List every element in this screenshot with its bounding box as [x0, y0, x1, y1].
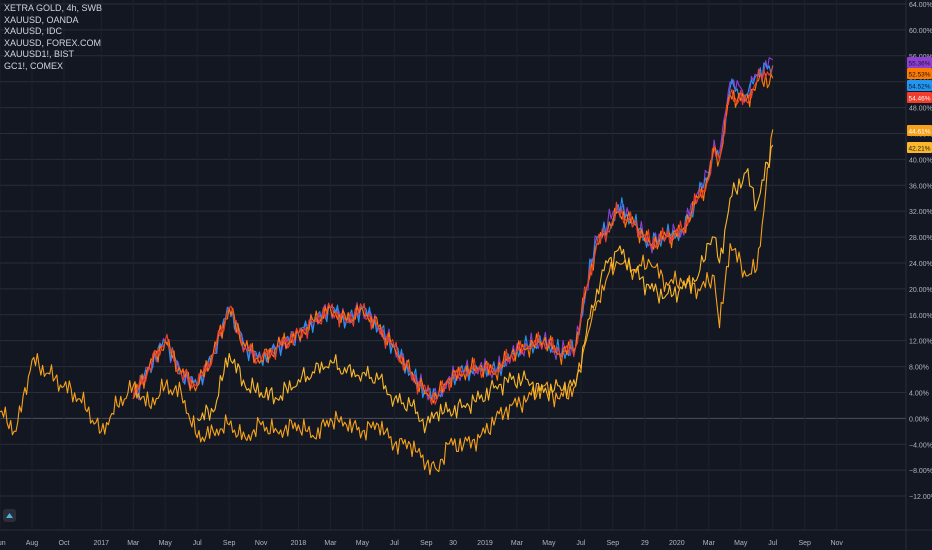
x-tick-label: Jul [193, 540, 202, 547]
x-tick-label: 30 [449, 540, 457, 547]
series-line [0, 129, 774, 476]
chart-series [0, 57, 774, 476]
last-value-label: 55.36% [908, 61, 930, 68]
legend-item[interactable]: XAUUSD, FOREX.COM [4, 37, 102, 48]
last-value-label: 54.46% [908, 96, 930, 103]
x-tick-label: 2018 [291, 540, 307, 547]
x-tick-label: Jul [768, 540, 777, 547]
y-tick-label: 12.00% [909, 339, 932, 346]
last-value-tags: 55.36% 52.53% 54.52% 54.46% 44.61% 42.21% [907, 57, 932, 153]
x-tick-label: May [159, 540, 173, 547]
legend: XETRA GOLD, 4h, SWB XAUUSD, OANDA XAUUSD… [4, 3, 102, 72]
y-tick-label: 36.00% [909, 183, 932, 190]
last-value-label: 44.61% [908, 129, 930, 136]
y-tick-label: 24.00% [909, 261, 932, 268]
series-line [196, 144, 774, 434]
x-tick-label: 2020 [669, 540, 685, 547]
y-tick-label: −12.00% [909, 494, 932, 501]
x-tick-label: 29 [641, 540, 649, 547]
x-tick-label: 2019 [477, 540, 493, 547]
y-tick-label: 16.00% [909, 313, 932, 320]
x-tick-label: Mar [703, 540, 716, 547]
legend-item[interactable]: XAUUSD, IDC [4, 26, 63, 36]
x-tick-label: Aug [26, 540, 39, 547]
x-tick-label: Sep [607, 540, 620, 547]
x-tick-label: Jul [390, 540, 399, 547]
last-value-tag [907, 57, 932, 68]
y-tick-label: −4.00% [909, 442, 932, 449]
x-tick-label: 2017 [93, 540, 109, 547]
y-tick-label: 32.00% [909, 209, 932, 216]
x-tick-label: Mar [511, 540, 524, 547]
x-tick-label: Oct [59, 540, 70, 547]
last-value-label: 54.52% [908, 84, 930, 91]
time-axis: Jun Aug Oct 2017 Mar May Jul Sep Nov 2018 Mar May Ju… [0, 529, 932, 547]
last-value-label: 52.53% [908, 72, 930, 79]
legend-item[interactable]: GC1!, COMEX [4, 60, 64, 71]
x-tick-label: May [542, 540, 556, 547]
tradingview-logo-icon[interactable] [3, 509, 16, 522]
y-tick-label: 40.00% [909, 157, 932, 164]
last-value-tag [907, 142, 932, 153]
y-tick-label: −8.00% [909, 468, 932, 475]
y-tick-label: 0.00% [909, 416, 929, 423]
y-tick-label: 64.00% [909, 2, 932, 9]
legend-item[interactable]: XETRA GOLD, 4h, SWB [4, 3, 103, 13]
x-tick-label: Sep [420, 540, 433, 547]
x-tick-label: Mar [324, 540, 337, 547]
y-tick-label: 8.00% [909, 365, 929, 372]
x-tick-label: Jun [0, 540, 6, 547]
x-tick-label: May [734, 540, 748, 547]
legend-item[interactable]: XAUUSD, OANDA [4, 14, 79, 25]
series-line [132, 65, 774, 406]
y-tick-label: 4.00% [909, 390, 929, 397]
last-value-tag [907, 92, 932, 103]
x-tick-label: Jul [576, 540, 585, 547]
last-value-label: 42.21% [908, 146, 930, 153]
x-tick-label: Mar [127, 540, 140, 547]
last-value-tag [907, 68, 932, 79]
last-value-tag [907, 80, 932, 91]
last-value-tag [907, 125, 932, 136]
y-tick-label: 60.00% [909, 28, 932, 35]
y-tick-label: 28.00% [909, 235, 932, 242]
x-tick-label: May [356, 540, 370, 547]
y-tick-label: 20.00% [909, 287, 932, 294]
x-tick-label: Nov [830, 540, 843, 547]
y-tick-label: 48.00% [909, 106, 932, 113]
x-tick-label: Sep [223, 540, 236, 547]
x-tick-label: Nov [255, 540, 268, 547]
legend-item[interactable]: XAUUSD1!, BIST [4, 49, 75, 59]
x-tick-label: Sep [799, 540, 812, 547]
